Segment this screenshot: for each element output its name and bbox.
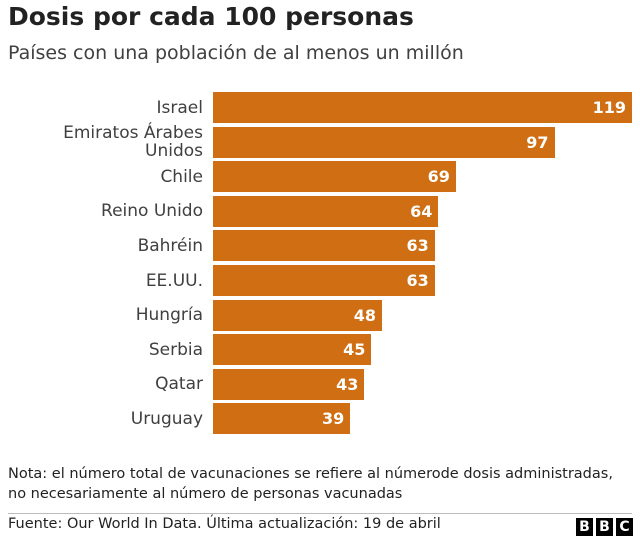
logo-letter: C [616, 518, 633, 536]
value-label: 43 [336, 374, 359, 394]
y-tick-label: Chile [160, 166, 203, 187]
value-label: 45 [343, 340, 366, 360]
bar: 45 [213, 334, 372, 366]
logo-letter: B [596, 518, 613, 536]
divider [8, 513, 632, 514]
y-tick-label: Uruguay [130, 408, 203, 429]
value-label: 63 [406, 271, 429, 290]
y-tick-label: Emiratos Árabes Unidos [63, 123, 203, 162]
y-tick-label: Hungría [135, 305, 203, 326]
chart-subtitle: Países con una población de al menos un … [8, 42, 464, 64]
note: Nota: el número total de vacunaciones se… [8, 466, 613, 482]
y-tick-label: Bahréin [137, 235, 203, 256]
note: no necesariamente al número de personas … [8, 486, 403, 502]
y-tick-label: Israel [156, 97, 203, 118]
bar: 63 [213, 230, 435, 262]
value-label: 63 [406, 236, 429, 256]
bar: 64 [213, 195, 439, 227]
value-label: 69 [427, 167, 450, 187]
value-label: 97 [526, 132, 549, 152]
logo-letter: B [576, 518, 593, 536]
y-tick-label: Serbia [148, 339, 203, 360]
y-tick-label: Qatar [155, 374, 203, 395]
bar: 39 [213, 403, 351, 435]
bar: 43 [213, 368, 365, 400]
value-label: 39 [322, 409, 345, 429]
value-label: 64 [410, 201, 433, 221]
value-label: 119 [592, 98, 626, 117]
value-label: 48 [353, 305, 376, 325]
bar: 48 [213, 299, 382, 331]
source: Fuente: Our World In Data. Última actual… [8, 516, 441, 532]
bar: 69 [213, 161, 456, 193]
y-tick-label: Reino Unido [101, 201, 203, 222]
y-tick-label: EE.UU. [145, 270, 203, 291]
bar: 97 [213, 126, 555, 158]
bar: 63 [213, 265, 435, 296]
chart-title: Dosis por cada 100 personas [8, 2, 414, 31]
bar: 119 [213, 92, 632, 123]
